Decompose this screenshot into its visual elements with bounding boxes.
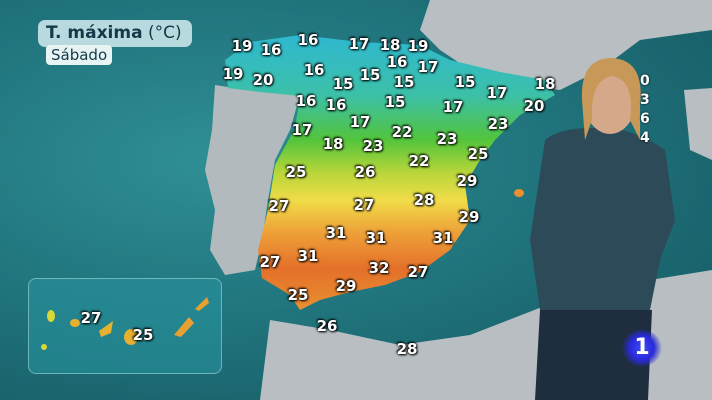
temperature-label: 17 <box>442 98 464 116</box>
balearic-islands <box>514 189 524 197</box>
presenter <box>530 58 675 400</box>
temperature-label: 31 <box>297 247 319 265</box>
temperature-label: 16 <box>325 96 347 114</box>
hidden-value: 3 <box>640 92 650 108</box>
temperature-label: 29 <box>335 277 357 295</box>
temperature-label: 20 <box>252 71 274 89</box>
temperature-label: 17 <box>486 84 508 102</box>
temperature-label: 31 <box>365 229 387 247</box>
temperature-label: 27 <box>353 196 375 214</box>
temperature-label: 25 <box>467 145 489 163</box>
temperature-label: 28 <box>413 191 435 209</box>
temperature-label: 26 <box>354 163 376 181</box>
temperature-label: 25 <box>285 163 307 181</box>
day-label: Sábado <box>46 45 113 65</box>
temperature-label: 16 <box>303 61 325 79</box>
temperature-label: 15 <box>393 73 415 91</box>
temperature-label: 20 <box>523 97 545 115</box>
title-box: T. máxima (°C) <box>38 20 192 47</box>
temperature-label: 32 <box>368 259 390 277</box>
temperature-label: 16 <box>297 31 319 49</box>
temperature-label: 29 <box>456 172 478 190</box>
hidden-value: 0 <box>640 73 650 89</box>
canarias-inset <box>28 278 222 374</box>
temperature-label: 27 <box>407 263 429 281</box>
temperature-label: 19 <box>407 37 429 55</box>
temperature-label: 23 <box>362 137 384 155</box>
temperature-label: 15 <box>384 93 406 111</box>
temperature-label: 19 <box>222 65 244 83</box>
temperature-label: 31 <box>325 224 347 242</box>
temperature-label: 22 <box>391 123 413 141</box>
map-unit: (°C) <box>147 23 182 43</box>
temperature-label: 15 <box>454 73 476 91</box>
partially-hidden-values: 0 3 6 4 <box>640 72 654 148</box>
spain-heatmap <box>225 35 555 310</box>
temperature-label: 26 <box>316 317 338 335</box>
hidden-value: 4 <box>640 130 650 146</box>
temperature-label: 18 <box>322 135 344 153</box>
temperature-label: 28 <box>396 340 418 358</box>
sardinia-land <box>684 88 712 160</box>
temperature-label: 27 <box>259 253 281 271</box>
canarias-temperature-label: 27 <box>80 309 102 327</box>
temperature-label: 17 <box>417 58 439 76</box>
temperature-label: 23 <box>487 115 509 133</box>
temperature-label: 25 <box>287 286 309 304</box>
canary-islands-map <box>41 297 209 350</box>
france-land <box>420 0 712 90</box>
map-title: T. máxima <box>46 23 143 43</box>
temperature-label: 17 <box>291 121 313 139</box>
temperature-label: 22 <box>408 152 430 170</box>
temperature-label: 16 <box>295 92 317 110</box>
canarias-temperature-label: 25 <box>132 326 154 344</box>
temperature-label: 15 <box>359 66 381 84</box>
portugal-land <box>205 85 300 275</box>
tve-la1-logo: 1 <box>622 330 662 366</box>
temperature-label: 27 <box>268 197 290 215</box>
temperature-label: 18 <box>379 36 401 54</box>
temperature-label: 18 <box>534 75 556 93</box>
temperature-label: 23 <box>436 130 458 148</box>
temperature-label: 15 <box>332 75 354 93</box>
temperature-label: 31 <box>432 229 454 247</box>
temperature-label: 29 <box>458 208 480 226</box>
temperature-label: 17 <box>348 35 370 53</box>
temperature-label: 19 <box>231 37 253 55</box>
temperature-label: 16 <box>260 41 282 59</box>
temperature-label: 16 <box>386 53 408 71</box>
hidden-value: 6 <box>640 111 650 127</box>
temperature-label: 17 <box>349 113 371 131</box>
